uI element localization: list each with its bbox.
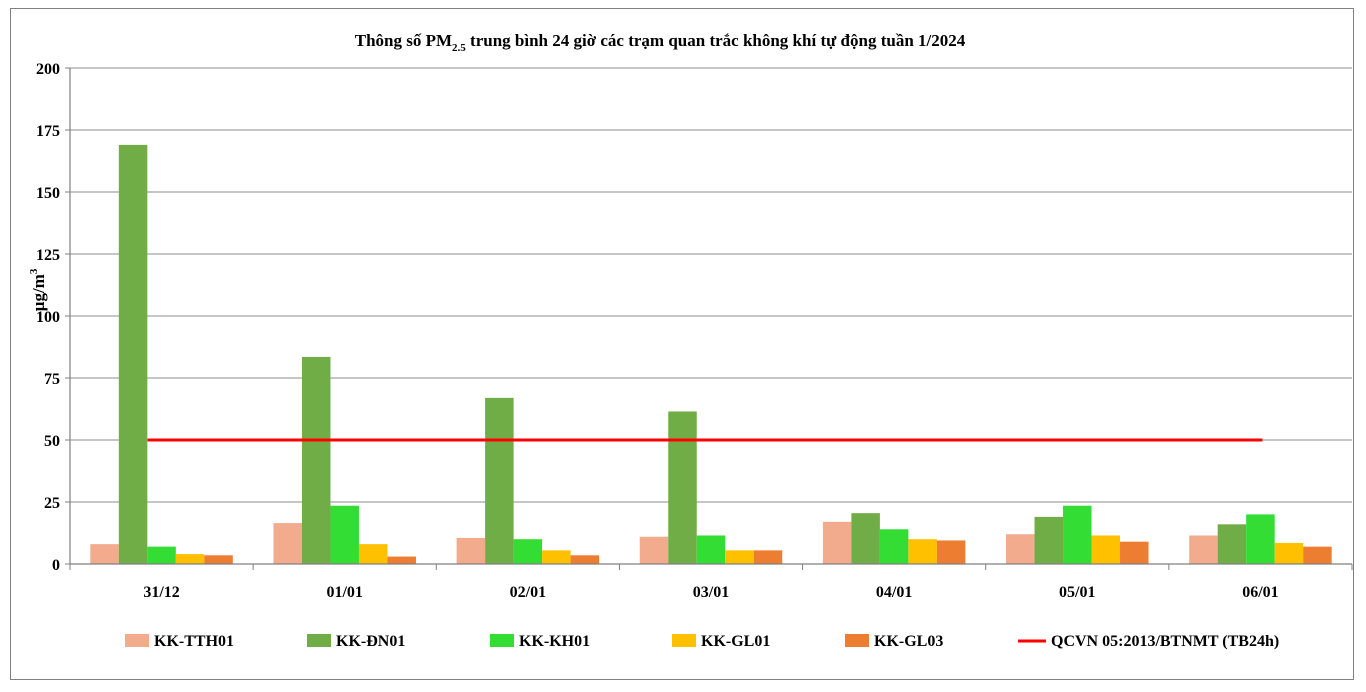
- bar-kk-đn01: [118, 144, 148, 564]
- bars-group: [90, 144, 1332, 564]
- bar-kk-đn01: [1217, 524, 1247, 564]
- y-axis-label: µg/m3: [28, 268, 48, 311]
- bar-kk-gl01: [725, 550, 754, 564]
- y-tick-label: 125: [36, 247, 60, 264]
- bar-kk-tth01: [90, 544, 119, 564]
- legend-swatch: [845, 634, 869, 647]
- bar-kk-gl03: [936, 540, 966, 564]
- bar-kk-đn01: [301, 356, 331, 564]
- bar-kk-gl03: [570, 555, 600, 564]
- x-tick-label: 06/01: [1242, 584, 1278, 601]
- chart-frame: [10, 8, 1354, 680]
- bar-kk-tth01: [273, 523, 302, 564]
- bar-kk-gl01: [542, 550, 571, 564]
- y-tick-label: 0: [52, 557, 60, 574]
- bar-kk-đn01: [851, 513, 880, 564]
- bar-kk-gl01: [1091, 535, 1121, 564]
- bar-kk-đn01: [668, 411, 697, 564]
- legend-swatch: [307, 634, 331, 647]
- chart-title: Thông số PM2.5 trung bình 24 giờ các trạ…: [355, 31, 966, 54]
- x-tick-label: 03/01: [693, 584, 729, 601]
- bar-kk-tth01: [456, 537, 486, 564]
- x-tick-label: 02/01: [510, 584, 546, 601]
- x-tick-label: 05/01: [1059, 584, 1095, 601]
- bar-kk-kh01: [147, 546, 176, 564]
- x-tick-label: 01/01: [326, 584, 362, 601]
- bar-kk-gl03: [1303, 546, 1332, 564]
- bar-kk-tth01: [1189, 535, 1218, 564]
- y-tick-label: 175: [36, 123, 60, 140]
- bar-kk-tth01: [1006, 534, 1035, 564]
- x-tick-label: 31/12: [143, 584, 179, 601]
- bar-kk-gl03: [204, 555, 233, 564]
- bar-kk-gl01: [908, 539, 937, 564]
- y-tick-label: 25: [44, 495, 60, 512]
- bar-kk-gl03: [1120, 541, 1149, 564]
- gridlines: [70, 67, 1352, 503]
- bar-kk-đn01: [1034, 516, 1064, 564]
- bar-kk-tth01: [639, 536, 669, 564]
- bar-kk-gl03: [387, 556, 416, 564]
- x-tick-label: 04/01: [876, 584, 912, 601]
- y-tick-label: 50: [44, 433, 60, 450]
- bar-kk-gl01: [1274, 542, 1304, 564]
- bar-kk-gl01: [175, 554, 205, 564]
- bar-kk-kh01: [330, 505, 359, 564]
- y-tick-label: 200: [36, 61, 60, 78]
- bar-kk-kh01: [696, 535, 726, 564]
- bar-kk-kh01: [879, 529, 909, 564]
- legend-label: KK-ĐN01: [336, 633, 405, 650]
- legend-swatch: [125, 634, 149, 647]
- axes: 0 25 50 75 100 125 150 175 200 31/12 01/01 02/01 03/…: [36, 61, 1353, 601]
- legend-label: QCVN 05:2013/BTNMT (TB24h): [1051, 633, 1279, 650]
- legend-label: KK-KH01: [519, 633, 590, 650]
- y-tick-label: 100: [36, 309, 60, 326]
- bar-kk-đn01: [485, 397, 514, 564]
- bar-kk-gl01: [358, 544, 388, 564]
- y-tick-label: 150: [36, 185, 60, 202]
- bar-kk-kh01: [513, 539, 543, 564]
- y-tick-label: 75: [44, 371, 60, 388]
- legend-label: KK-GL03: [874, 633, 943, 650]
- bar-kk-tth01: [822, 521, 852, 564]
- bar-kk-kh01: [1246, 514, 1275, 564]
- legend-swatch: [490, 634, 514, 647]
- legend-swatch: [672, 634, 696, 647]
- legend-label: KK-TTH01: [154, 633, 234, 650]
- bar-kk-kh01: [1063, 505, 1092, 564]
- legend-label: KK-GL01: [701, 633, 770, 650]
- bar-kk-gl03: [753, 550, 783, 564]
- legend: KK-TTH01 KK-ĐN01 KK-KH01 KK-GL01 KK-GL03 QCVN…: [125, 633, 1279, 650]
